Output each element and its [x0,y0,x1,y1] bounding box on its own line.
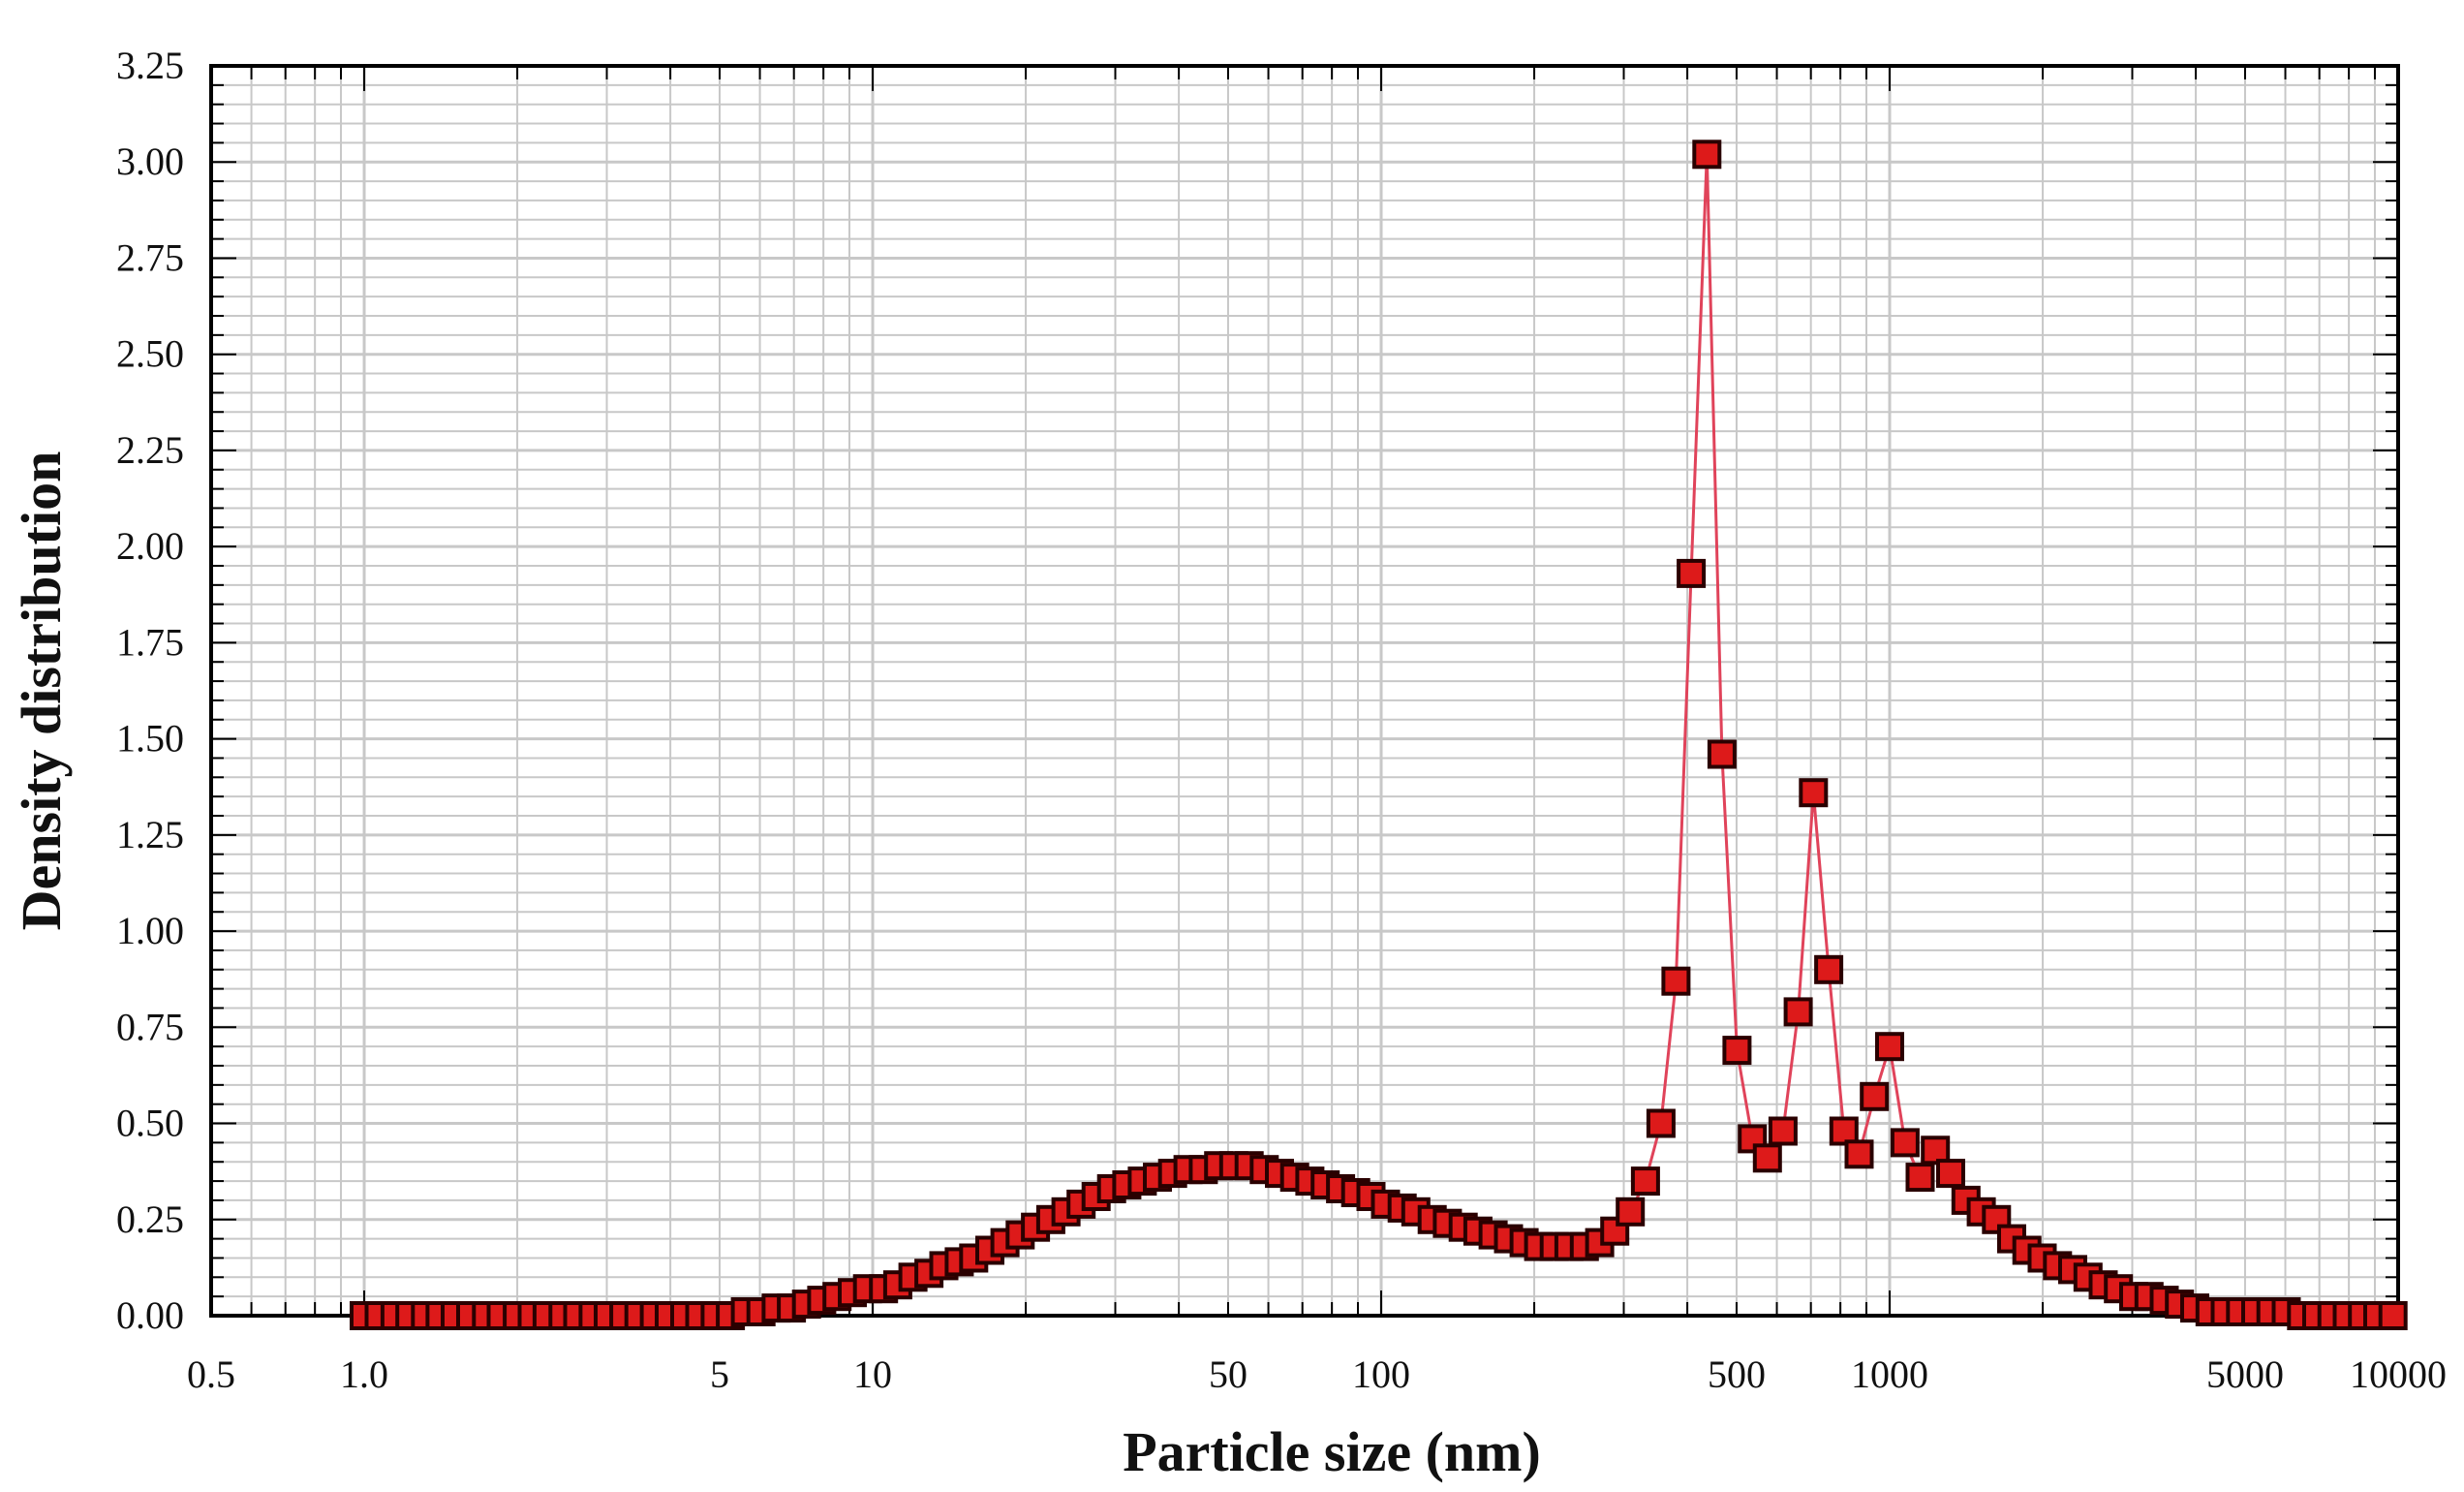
y-tick-label: 3.25 [116,44,184,87]
y-tick-label: 0.75 [116,1005,184,1048]
y-axis-title: Density distribution [10,451,73,931]
data-point [1707,739,1737,769]
data-point [1752,1143,1782,1173]
data-point [1936,1159,1965,1189]
data-point [1905,1163,1935,1193]
x-tick-label: 10000 [2350,1352,2447,1396]
y-tick-label: 0.25 [116,1197,184,1241]
y-tick-label: 2.25 [116,428,184,472]
plot-frame [209,64,2400,1318]
x-axis-title: Particle size (nm) [1123,1420,1541,1483]
tick-marks [210,65,2399,1317]
x-tick-label: 5000 [2206,1352,2284,1396]
series [350,140,2408,1330]
x-tick-label: 1.0 [340,1352,388,1396]
data-point [1829,1116,1859,1146]
data-point [1890,1128,1920,1158]
grid [210,64,2400,1318]
y-tick-label: 0.50 [116,1102,184,1145]
data-point [1677,558,1707,588]
data-point [1814,954,1844,984]
data-point [1616,1197,1646,1227]
x-tick-label: 10 [853,1352,892,1396]
data-point [1860,1081,1890,1111]
data-point [2378,1301,2408,1330]
y-tick-label: 1.50 [116,717,184,761]
y-tick-label: 1.25 [116,813,184,856]
data-point [1799,778,1829,808]
y-tick-label: 2.00 [116,524,184,568]
y-tick-labels: 0.00 0.25 0.50 0.75 1.00 1.25 1.50 1.75 2.00 2.25… [116,44,184,1337]
data-point [1844,1139,1874,1169]
data-point [1783,997,1813,1027]
y-tick-label: 0.00 [116,1293,184,1337]
y-tick-label: 1.75 [116,620,184,664]
data-point [1646,1108,1676,1138]
data-point [1768,1116,1798,1146]
x-tick-label: 500 [1708,1352,1766,1396]
x-tick-label: 100 [1352,1352,1410,1396]
x-tick-label: 5 [710,1352,729,1396]
x-tick-label: 50 [1209,1352,1247,1396]
data-point [1661,966,1691,996]
data-point [1630,1166,1660,1197]
y-tick-label: 2.75 [116,235,184,279]
x-tick-label: 1000 [1851,1352,1928,1396]
plot-background [211,66,2398,1316]
y-tick-label: 2.50 [116,332,184,376]
x-tick-labels: 0.5 1.0 5 10 50 100 500 1000 5000 10000 [187,1352,2447,1396]
data-point [1692,140,1722,170]
data-point [1722,1036,1752,1066]
y-tick-label: 3.00 [116,140,184,183]
data-point [1875,1032,1904,1062]
x-tick-label: 0.5 [187,1352,235,1396]
data-point [1921,1135,1951,1166]
y-tick-label: 1.00 [116,909,184,952]
